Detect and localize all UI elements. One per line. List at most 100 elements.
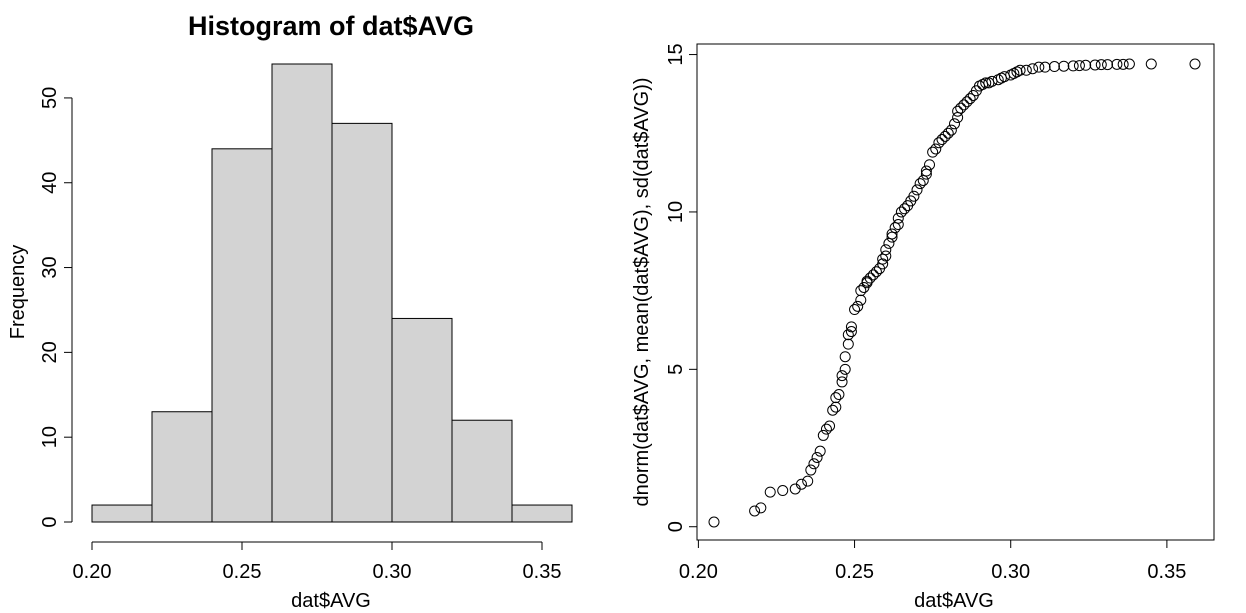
scatter-point [836,370,848,382]
scatter-point [802,475,814,487]
scatter-point [955,102,967,114]
scatter-point [892,212,904,224]
histogram-y-axis: 0 10 20 30 40 50 [39,87,73,528]
scatter-points [708,58,1201,528]
scatter-point [998,71,1010,83]
histogram-x-tick-label: 0.35 [523,561,562,583]
scatter-point [830,401,842,413]
scatter-point [1033,61,1045,73]
scatter-point [964,93,976,105]
scatter-point [952,112,964,124]
scatter-point [708,516,720,528]
scatter-point [1014,64,1026,76]
scatter-point [839,351,851,363]
scatter-point [855,285,867,297]
scatter-point [1111,58,1123,70]
scatter-point [764,486,776,498]
scatter-point [1067,60,1079,72]
histogram-x-tick-label: 0.25 [223,561,262,583]
scatter-point [958,99,970,111]
histogram-bar [211,148,273,523]
scatter-point [827,404,839,416]
scatter-point [855,294,867,306]
scatter-point [895,206,907,218]
histogram-bar [511,504,573,523]
scatter-point [1039,61,1051,73]
scatter-point [945,124,957,136]
scatter-point [845,326,857,338]
scatter-point [1048,61,1060,73]
scatter-point [930,143,942,155]
scatter-point [952,105,964,117]
histogram-bar [91,504,153,523]
scatter-y-tick-label: 10 [665,201,687,223]
scatter-point [942,127,954,139]
scatter-y-axis: 0 5 10 15 [665,43,698,532]
scatter-point [861,275,873,287]
scatter-point [1117,58,1129,70]
scatter-point [808,458,820,470]
histogram-bar [151,411,213,523]
scatter-point [892,219,904,231]
scatter-point [814,445,826,457]
scatter-point [755,502,767,514]
scatter-point [889,222,901,234]
scatter-point [811,451,823,463]
density-scatter-panel: 0.20 0.25 0.30 0.35 0 5 10 15 dat$AVG dnorm(da… [631,43,1215,612]
scatter-y-tick-label: 15 [665,43,687,65]
scatter-x-tick-label: 0.20 [679,561,718,583]
scatter-point [927,146,939,158]
scatter-point [961,96,973,108]
histogram-y-tick-label: 30 [39,256,61,278]
histogram-y-tick-label: 50 [39,87,61,109]
scatter-point [1027,63,1039,75]
scatter-point [939,130,951,142]
scatter-point [1095,59,1107,71]
scatter-point [917,174,929,186]
histogram-y-tick-label: 10 [39,426,61,448]
scatter-x-tick-label: 0.30 [991,561,1030,583]
scatter-point [867,269,879,281]
scatter-y-axis-label: dnorm(dat$AVG, mean(dat$AVG), sd(dat$AVG… [631,77,653,506]
scatter-point [1058,60,1070,72]
scatter-point [914,178,926,190]
scatter-point [817,429,829,441]
scatter-point [777,485,789,497]
scatter-point [924,159,936,171]
scatter-point [980,77,992,89]
histogram-y-tick-label: 40 [39,172,61,194]
scatter-point [1102,59,1114,71]
scatter-point [880,250,892,262]
histogram-bar [271,63,333,523]
scatter-point [1089,59,1101,71]
scatter-point [749,505,761,517]
scatter-point [842,338,854,350]
scatter-point [845,321,857,333]
histogram-y-tick-label: 20 [39,341,61,363]
scatter-point [920,165,932,177]
histogram-x-axis-label: dat$AVG [291,590,371,612]
scatter-y-tick-label: 0 [665,521,687,532]
histogram-y-axis-label: Frequency [7,245,29,340]
scatter-x-axis-label: dat$AVG [914,590,994,612]
scatter-point [805,464,817,476]
scatter-point [986,75,998,87]
scatter-point [795,478,807,490]
histogram-bar [451,419,513,523]
histogram-bars [91,63,573,523]
scatter-point [1080,59,1092,71]
scatter-point [824,420,836,432]
scatter-point [949,118,960,130]
scatter-point [849,304,861,316]
histogram-x-tick-label: 0.20 [73,561,112,583]
scatter-point [880,244,892,256]
scatter-point [833,389,845,401]
scatter-point [877,258,889,270]
scatter-point [864,272,876,284]
scatter-point [908,190,920,202]
scatter-point [870,266,882,278]
scatter-point [820,423,832,435]
scatter-point [1189,58,1201,70]
scatter-point [1020,64,1032,76]
